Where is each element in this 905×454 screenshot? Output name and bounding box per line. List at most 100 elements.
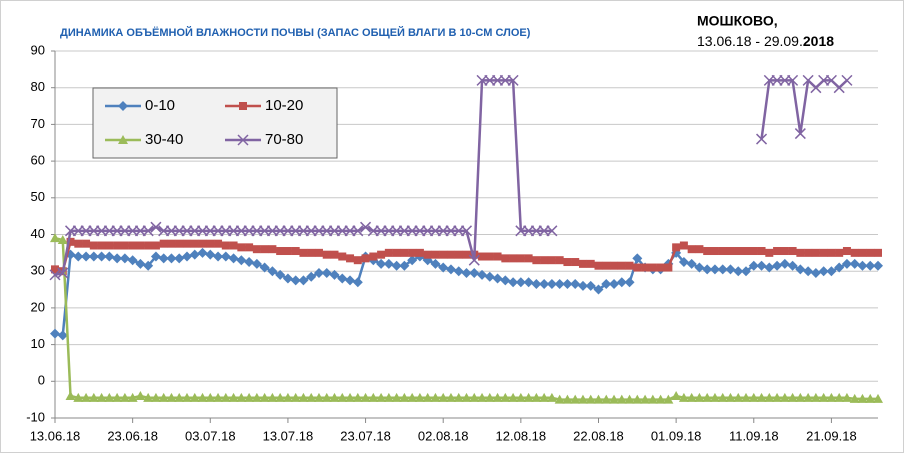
data-point (763, 74, 775, 86)
data-point (228, 392, 239, 402)
data-point (741, 392, 752, 402)
data-point (810, 268, 821, 279)
data-point (212, 225, 224, 237)
data-point (50, 328, 60, 339)
data-point (159, 239, 168, 248)
data-point (307, 248, 316, 257)
data-point (492, 392, 503, 402)
data-point (826, 266, 837, 277)
data-point (236, 255, 247, 266)
data-point (198, 239, 207, 248)
data-point (756, 260, 767, 271)
legend-box (92, 87, 338, 159)
data-point (500, 275, 511, 286)
data-point (414, 225, 426, 237)
data-point (57, 235, 68, 245)
data-point (228, 225, 240, 237)
data-point (454, 250, 463, 259)
data-point (376, 258, 387, 269)
data-point (175, 239, 184, 248)
data-point (478, 252, 487, 261)
data-point (290, 225, 302, 237)
data-point (268, 245, 277, 254)
data-point (360, 392, 371, 402)
x-tick-label: 22.08.18 (573, 428, 624, 443)
data-point (329, 269, 340, 280)
data-point (585, 394, 596, 404)
data-point (111, 225, 123, 237)
data-point (144, 241, 153, 250)
x-tick-label: 12.08.18 (496, 428, 547, 443)
data-point (384, 248, 393, 257)
data-point (197, 247, 208, 258)
data-point (360, 221, 372, 233)
data-point (509, 254, 518, 263)
data-point (236, 392, 247, 402)
location: МОШКОВО, (697, 13, 778, 29)
data-point (484, 74, 496, 86)
x-tick-label: 13.06.18 (30, 428, 81, 443)
data-point (857, 393, 868, 403)
data-point (672, 243, 681, 252)
data-point (748, 260, 759, 271)
data-point (330, 250, 339, 259)
data-point (632, 394, 643, 404)
data-point (461, 392, 472, 402)
data-point (834, 392, 845, 402)
data-point (96, 251, 107, 262)
data-point (617, 261, 626, 270)
data-point (406, 225, 418, 237)
data-point (500, 392, 511, 402)
data-point (849, 258, 860, 269)
data-point (804, 248, 813, 257)
data-point (259, 392, 270, 402)
data-point (251, 225, 263, 237)
period-dates: 13.06.18 - 29.09. (697, 33, 803, 49)
data-point (422, 225, 434, 237)
data-point (136, 241, 145, 250)
data-point (165, 225, 177, 237)
data-point (687, 245, 696, 254)
data-point (756, 133, 768, 145)
data-point (461, 268, 472, 279)
data-point (196, 225, 209, 237)
data-point (865, 260, 876, 271)
data-point (103, 225, 115, 237)
data-point (305, 225, 317, 237)
data-point (678, 392, 689, 402)
legend-marker (239, 102, 247, 110)
data-point (547, 256, 556, 265)
data-point (72, 225, 84, 237)
data-point (858, 248, 867, 257)
data-point (734, 247, 743, 256)
data-point (695, 245, 704, 254)
data-point (523, 392, 534, 402)
data-point (244, 392, 255, 402)
legend-marker (237, 134, 249, 146)
data-point (237, 243, 246, 252)
data-point (229, 241, 238, 250)
data-point (787, 392, 798, 402)
data-point (282, 273, 293, 284)
data-point (336, 225, 348, 237)
data-point (624, 394, 635, 404)
data-point (97, 241, 106, 250)
data-point (135, 258, 146, 269)
x-tick-label: 21.09.18 (806, 428, 857, 443)
data-point (391, 225, 403, 237)
data-point (663, 394, 674, 404)
data-point (694, 392, 705, 402)
x-tick-label: 11.09.18 (729, 428, 779, 443)
data-point (88, 225, 100, 237)
data-point (80, 225, 92, 237)
data-point (469, 268, 480, 279)
data-point (725, 392, 736, 402)
data-point (251, 392, 262, 402)
data-point (764, 262, 775, 273)
data-point (181, 251, 192, 262)
data-point (445, 392, 456, 402)
data-point (678, 257, 689, 268)
x-tick-label: 13.07.18 (263, 428, 314, 443)
data-point (554, 394, 565, 404)
data-point (414, 392, 425, 402)
